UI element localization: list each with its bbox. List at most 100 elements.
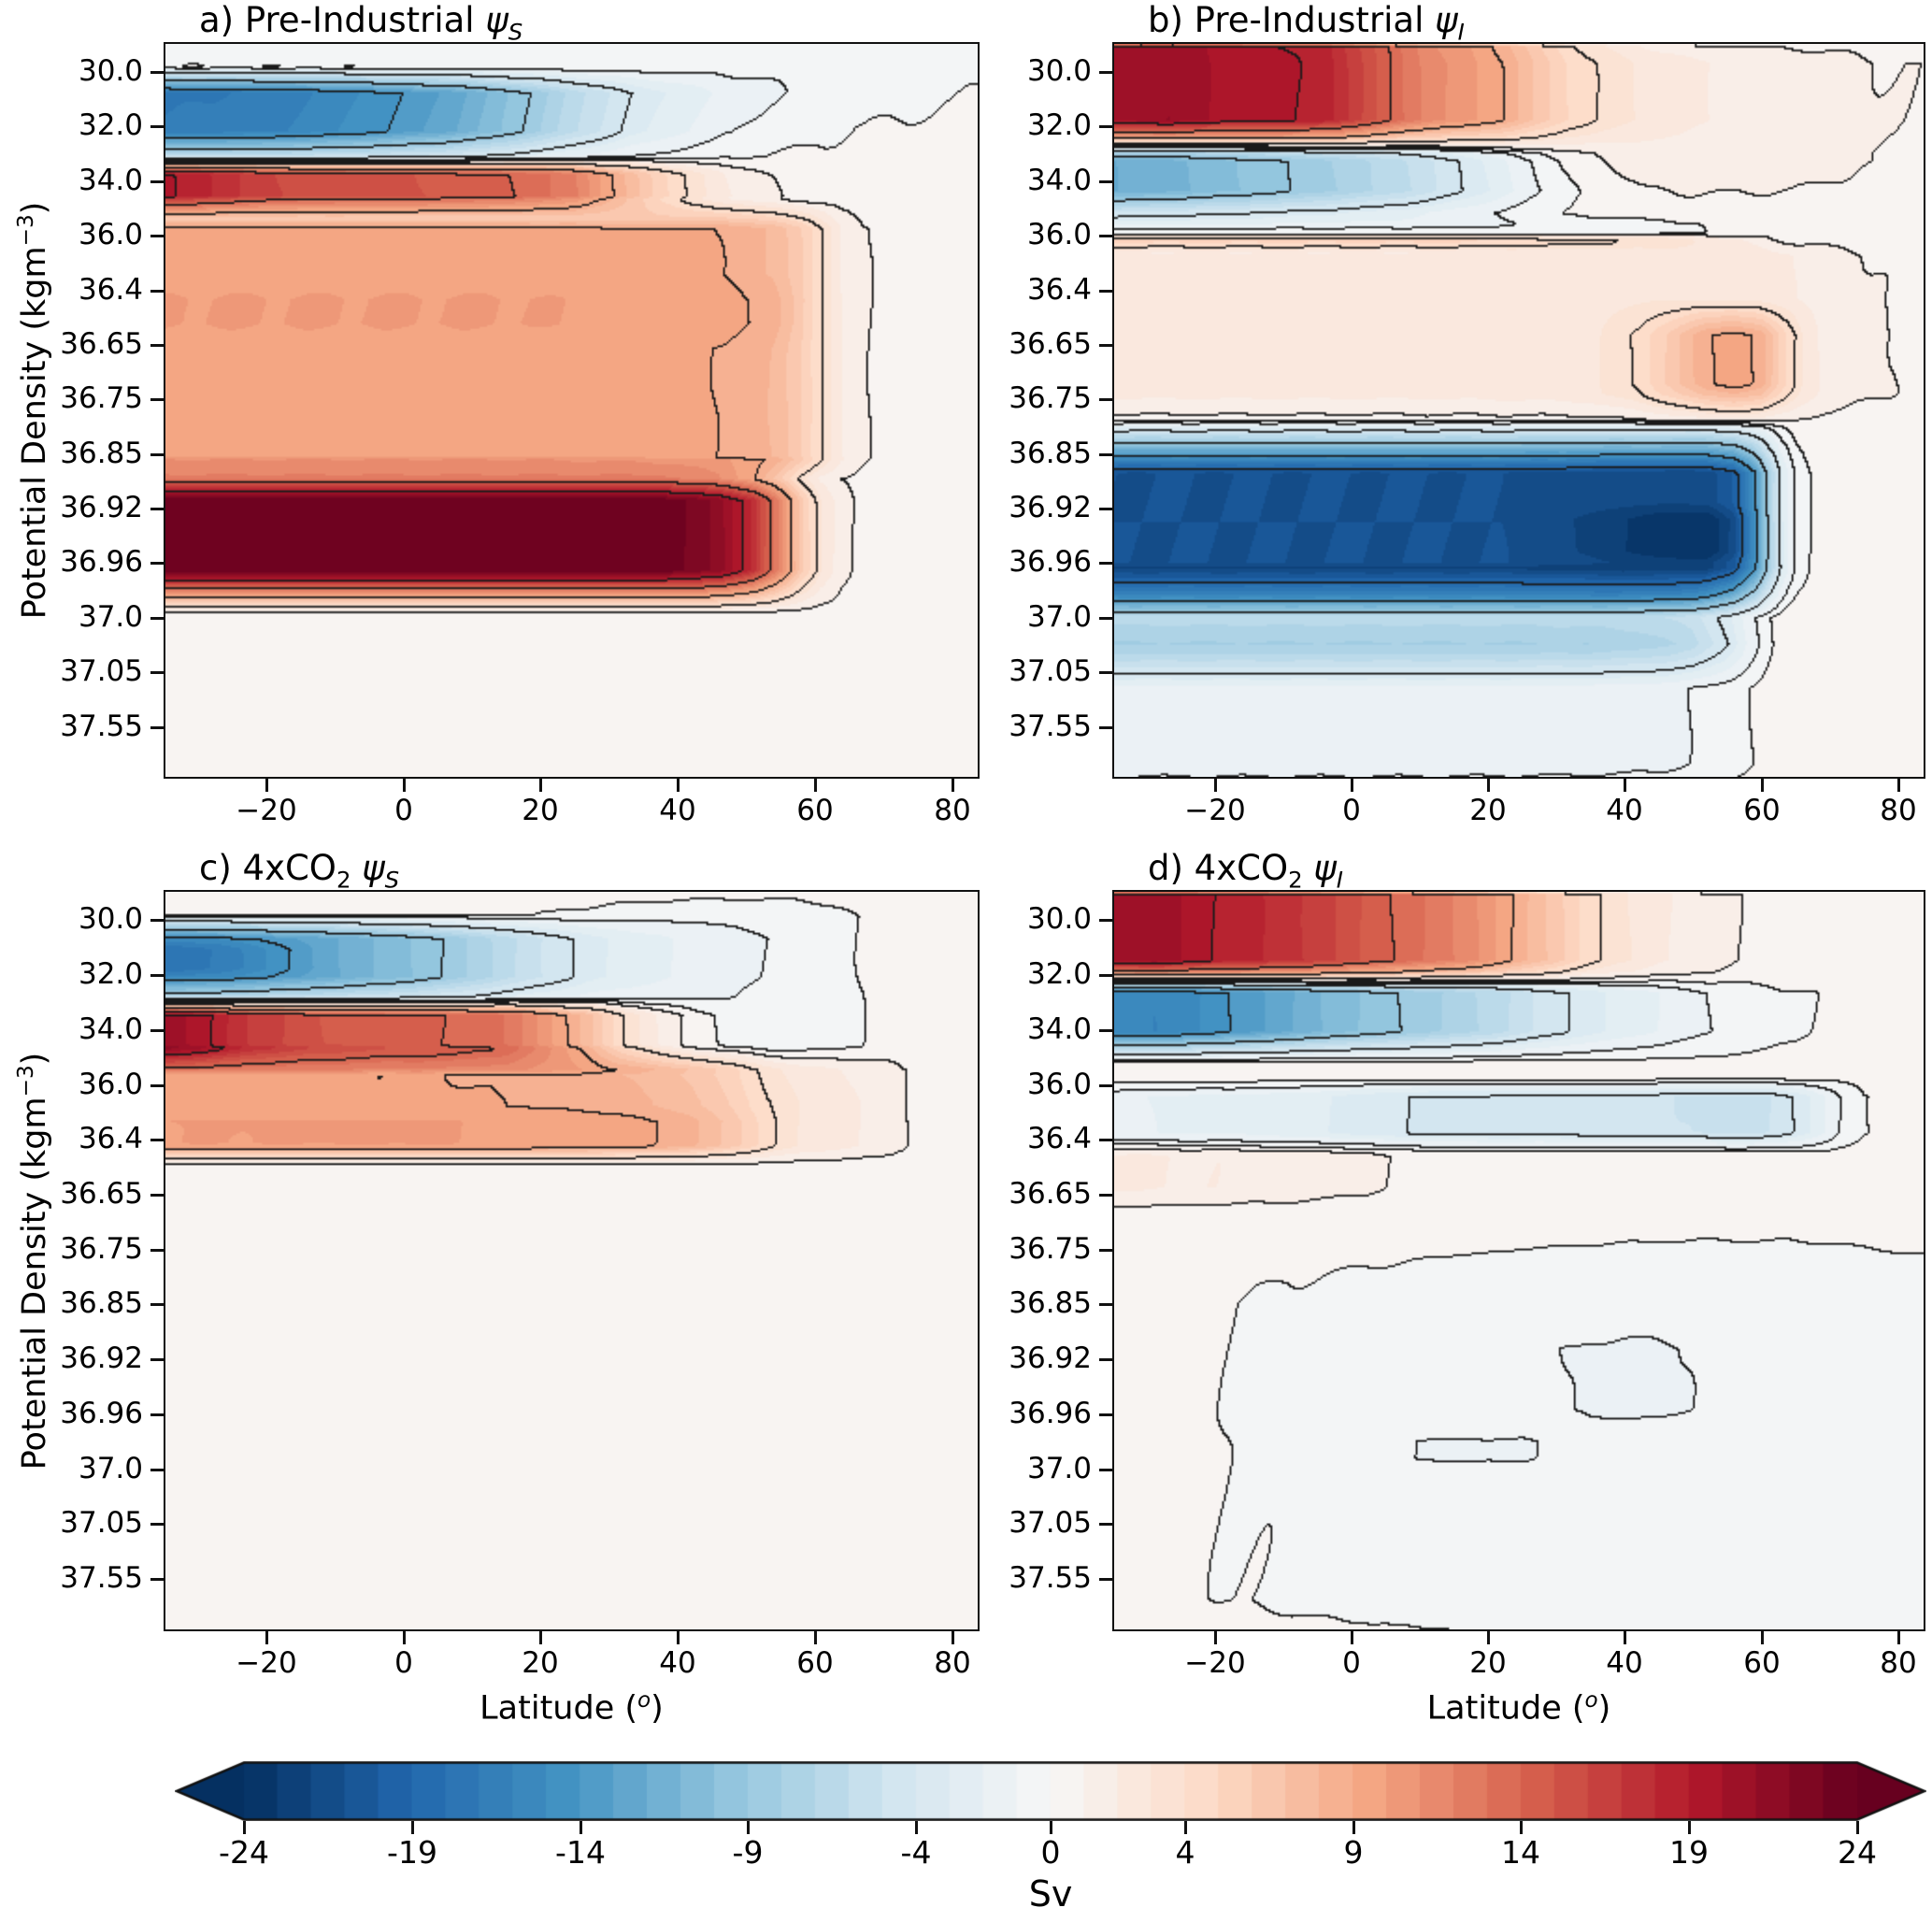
y-tick-mark <box>150 726 164 729</box>
y-tick-mark <box>1099 1303 1112 1306</box>
x-tick-mark <box>265 1631 268 1644</box>
x-tick-label: 80 <box>934 1646 971 1680</box>
y-tick-label: 36.92 <box>60 1341 143 1375</box>
x-tick-mark <box>1351 1631 1353 1644</box>
colorbar-tick-label: 14 <box>1501 1834 1540 1871</box>
x-tick-mark <box>1487 1631 1490 1644</box>
y-tick-label: 37.0 <box>78 600 143 634</box>
y-tick-label: 34.0 <box>78 1012 143 1046</box>
x-tick-mark <box>1214 779 1217 792</box>
colorbar-tick-label: -24 <box>219 1834 269 1871</box>
y-tick-mark <box>1099 1413 1112 1416</box>
y-tick-mark <box>1099 1358 1112 1361</box>
y-tick-mark <box>1099 398 1112 401</box>
panel-d <box>1112 890 1925 1631</box>
y-tick-label: 36.4 <box>78 1122 143 1155</box>
colorbar-unit-label: Sv <box>1028 1873 1073 1915</box>
x-tick-label: 0 <box>1342 1646 1361 1680</box>
x-tick-mark <box>677 779 680 792</box>
y-tick-label: 36.92 <box>60 491 143 524</box>
y-tick-label: 37.0 <box>1026 1452 1092 1485</box>
y-tick-mark <box>150 974 164 977</box>
y-tick-mark <box>150 344 164 347</box>
y-tick-label: 36.65 <box>60 327 143 361</box>
y-tick-label: 37.55 <box>60 1561 143 1595</box>
y-tick-mark <box>1099 617 1112 620</box>
y-tick-label: 34.0 <box>78 164 143 197</box>
y-tick-label: 34.0 <box>1026 1012 1092 1046</box>
y-tick-label: 36.0 <box>1026 218 1092 251</box>
panel-d-title: d) 4xCO2 ψI <box>1148 848 1343 900</box>
colorbar-tick-mark <box>580 1821 582 1834</box>
label-part: 2 <box>336 866 351 894</box>
label-part: ) <box>1597 1689 1611 1728</box>
y-tick-label: 30.0 <box>1026 54 1092 88</box>
y-tick-label: 36.0 <box>78 1068 143 1101</box>
y-tick-label: 36.92 <box>1009 1341 1092 1375</box>
x-tick-mark <box>539 1631 542 1644</box>
y-tick-label: 36.75 <box>1009 381 1092 415</box>
x-tick-label: 80 <box>934 794 971 827</box>
x-tick-label: 60 <box>796 794 834 827</box>
y-tick-mark <box>150 1469 164 1471</box>
y-tick-mark <box>150 1194 164 1197</box>
y-tick-label: 36.65 <box>60 1177 143 1211</box>
y-tick-mark <box>150 1029 164 1032</box>
label-part: o <box>637 1688 651 1713</box>
y-tick-mark <box>1099 974 1112 977</box>
colorbar-tick-mark <box>243 1821 246 1834</box>
y-tick-label: 36.96 <box>60 1397 143 1430</box>
x-tick-mark <box>1214 1631 1217 1644</box>
label-part: Latitude ( <box>1426 1689 1585 1728</box>
colorbar-tick-label: 4 <box>1175 1834 1195 1871</box>
y-tick-label: 36.85 <box>60 437 143 470</box>
label-part: ) <box>15 201 53 215</box>
colorbar-tick-label: 0 <box>1040 1834 1061 1871</box>
label-part <box>1303 848 1314 888</box>
x-tick-mark <box>1624 779 1626 792</box>
x-tick-label: 60 <box>1743 1646 1781 1680</box>
y-tick-label: 36.75 <box>1009 1232 1092 1266</box>
label-part: ψ <box>1435 0 1458 40</box>
label-part: c) 4xCO <box>199 848 336 888</box>
y-tick-label: 30.0 <box>1026 902 1092 936</box>
y-tick-label: 36.65 <box>1009 327 1092 361</box>
y-tick-label: 32.0 <box>78 957 143 991</box>
y-tick-mark <box>150 562 164 565</box>
x-tick-mark <box>265 779 268 792</box>
y-tick-label: 36.0 <box>1026 1068 1092 1101</box>
y-tick-mark <box>150 1139 164 1141</box>
panel-c-title: c) 4xCO2 ψS <box>199 848 399 900</box>
x-tick-label: −20 <box>236 794 297 827</box>
x-tick-label: 60 <box>796 1646 834 1680</box>
y-tick-mark <box>1099 1578 1112 1581</box>
y-tick-mark <box>1099 1469 1112 1471</box>
x-tick-label: 20 <box>1469 794 1507 827</box>
y-tick-mark <box>1099 344 1112 347</box>
x-tick-label: 80 <box>1880 794 1917 827</box>
y-tick-mark <box>1099 1029 1112 1032</box>
colorbar-tick-mark <box>1520 1821 1523 1834</box>
y-tick-label: 37.05 <box>60 654 143 688</box>
y-tick-mark <box>1099 125 1112 128</box>
y-tick-label: 36.85 <box>60 1286 143 1320</box>
y-tick-label: 36.96 <box>1009 545 1092 579</box>
y-tick-label: 36.75 <box>60 1232 143 1266</box>
y-tick-mark <box>1099 726 1112 729</box>
label-part: ψ <box>485 0 508 40</box>
label-part: a) Pre-Industrial <box>199 0 486 40</box>
panel-d-contour-canvas <box>1114 892 1924 1629</box>
panel-b-title: b) Pre-Industrial ψI <box>1148 0 1465 52</box>
x-tick-label: −20 <box>1184 794 1246 827</box>
y-tick-label: 37.05 <box>60 1506 143 1540</box>
y-tick-mark <box>1099 1194 1112 1197</box>
label-part: I <box>1336 866 1343 894</box>
y-tick-label: 36.4 <box>78 273 143 307</box>
colorbar-tick-label: -9 <box>732 1834 764 1871</box>
colorbar-tick-mark <box>915 1821 918 1834</box>
x-tick-label: 80 <box>1880 1646 1917 1680</box>
y-tick-mark <box>150 235 164 237</box>
x-tick-mark <box>403 1631 406 1644</box>
y-tick-mark <box>150 919 164 922</box>
